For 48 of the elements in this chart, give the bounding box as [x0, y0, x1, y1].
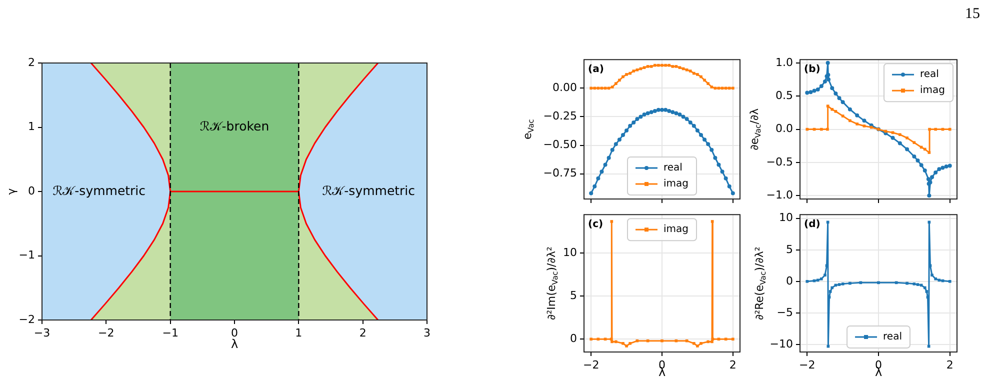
- text: (c): [588, 219, 604, 230]
- y-tick-label: 5: [570, 289, 577, 302]
- text: (a): [588, 64, 604, 76]
- y-tick-label: 10: [779, 211, 793, 224]
- x-tick-label: −2: [799, 358, 816, 372]
- y-tick-label: −1.0: [766, 188, 793, 202]
- x-tick-label: 0: [231, 326, 238, 340]
- x-axis-title: λ: [230, 337, 238, 352]
- y-tick-label: 10: [563, 246, 577, 260]
- annotation: ℛ𝒦-symmetric: [322, 182, 416, 198]
- annotation: ℛ𝒦-broken: [200, 118, 270, 134]
- y-axis-title: γ: [4, 188, 18, 195]
- y-tick-label: −10: [770, 337, 793, 350]
- legend-label: imag: [664, 178, 688, 190]
- x-tick-label: 3: [424, 326, 430, 340]
- y-tick-label: 0.5: [776, 88, 793, 102]
- y-tick-label: 0: [28, 184, 35, 198]
- legend-label: imag: [664, 224, 688, 236]
- y-tick-label: 5: [786, 242, 793, 256]
- chart-title: (d): [804, 219, 820, 230]
- legend-label: imag: [920, 85, 946, 96]
- text: 15: [965, 6, 980, 23]
- text: (b): [804, 64, 820, 76]
- x-tick-label: −3: [34, 326, 50, 340]
- y-tick-label: −0.25: [543, 110, 577, 123]
- y-tick-label: 0: [786, 274, 793, 288]
- y-tick-label: −0.75: [543, 166, 577, 180]
- y-tick-label: −5: [776, 306, 793, 319]
- y-tick-label: 0.0: [776, 122, 793, 136]
- x-tick-label: 1: [295, 326, 302, 340]
- y-tick-label: −0.50: [543, 138, 577, 152]
- annotation: ℛ𝒦-symmetric: [52, 182, 146, 198]
- x-tick-label: 2: [946, 358, 954, 372]
- y-tick-label: −1: [18, 248, 35, 262]
- x-tick-label: 2: [729, 358, 736, 372]
- legend-label: real: [883, 332, 902, 343]
- legend-label: real: [920, 69, 939, 80]
- x-tick-label: −1: [162, 326, 178, 340]
- y-tick-label: −2: [18, 312, 35, 326]
- y-tick-label: 2: [28, 56, 35, 69]
- x-tick-label: 2: [359, 326, 366, 340]
- x-tick-label: −2: [98, 326, 114, 340]
- y-tick-label: 0.00: [552, 81, 577, 94]
- y-tick-label: 1: [28, 120, 35, 134]
- y-tick-label: 1.0: [776, 56, 793, 69]
- legend-label: real: [664, 162, 682, 174]
- y-tick-label: −0.5: [766, 155, 793, 168]
- x-tick-label: −2: [582, 358, 600, 372]
